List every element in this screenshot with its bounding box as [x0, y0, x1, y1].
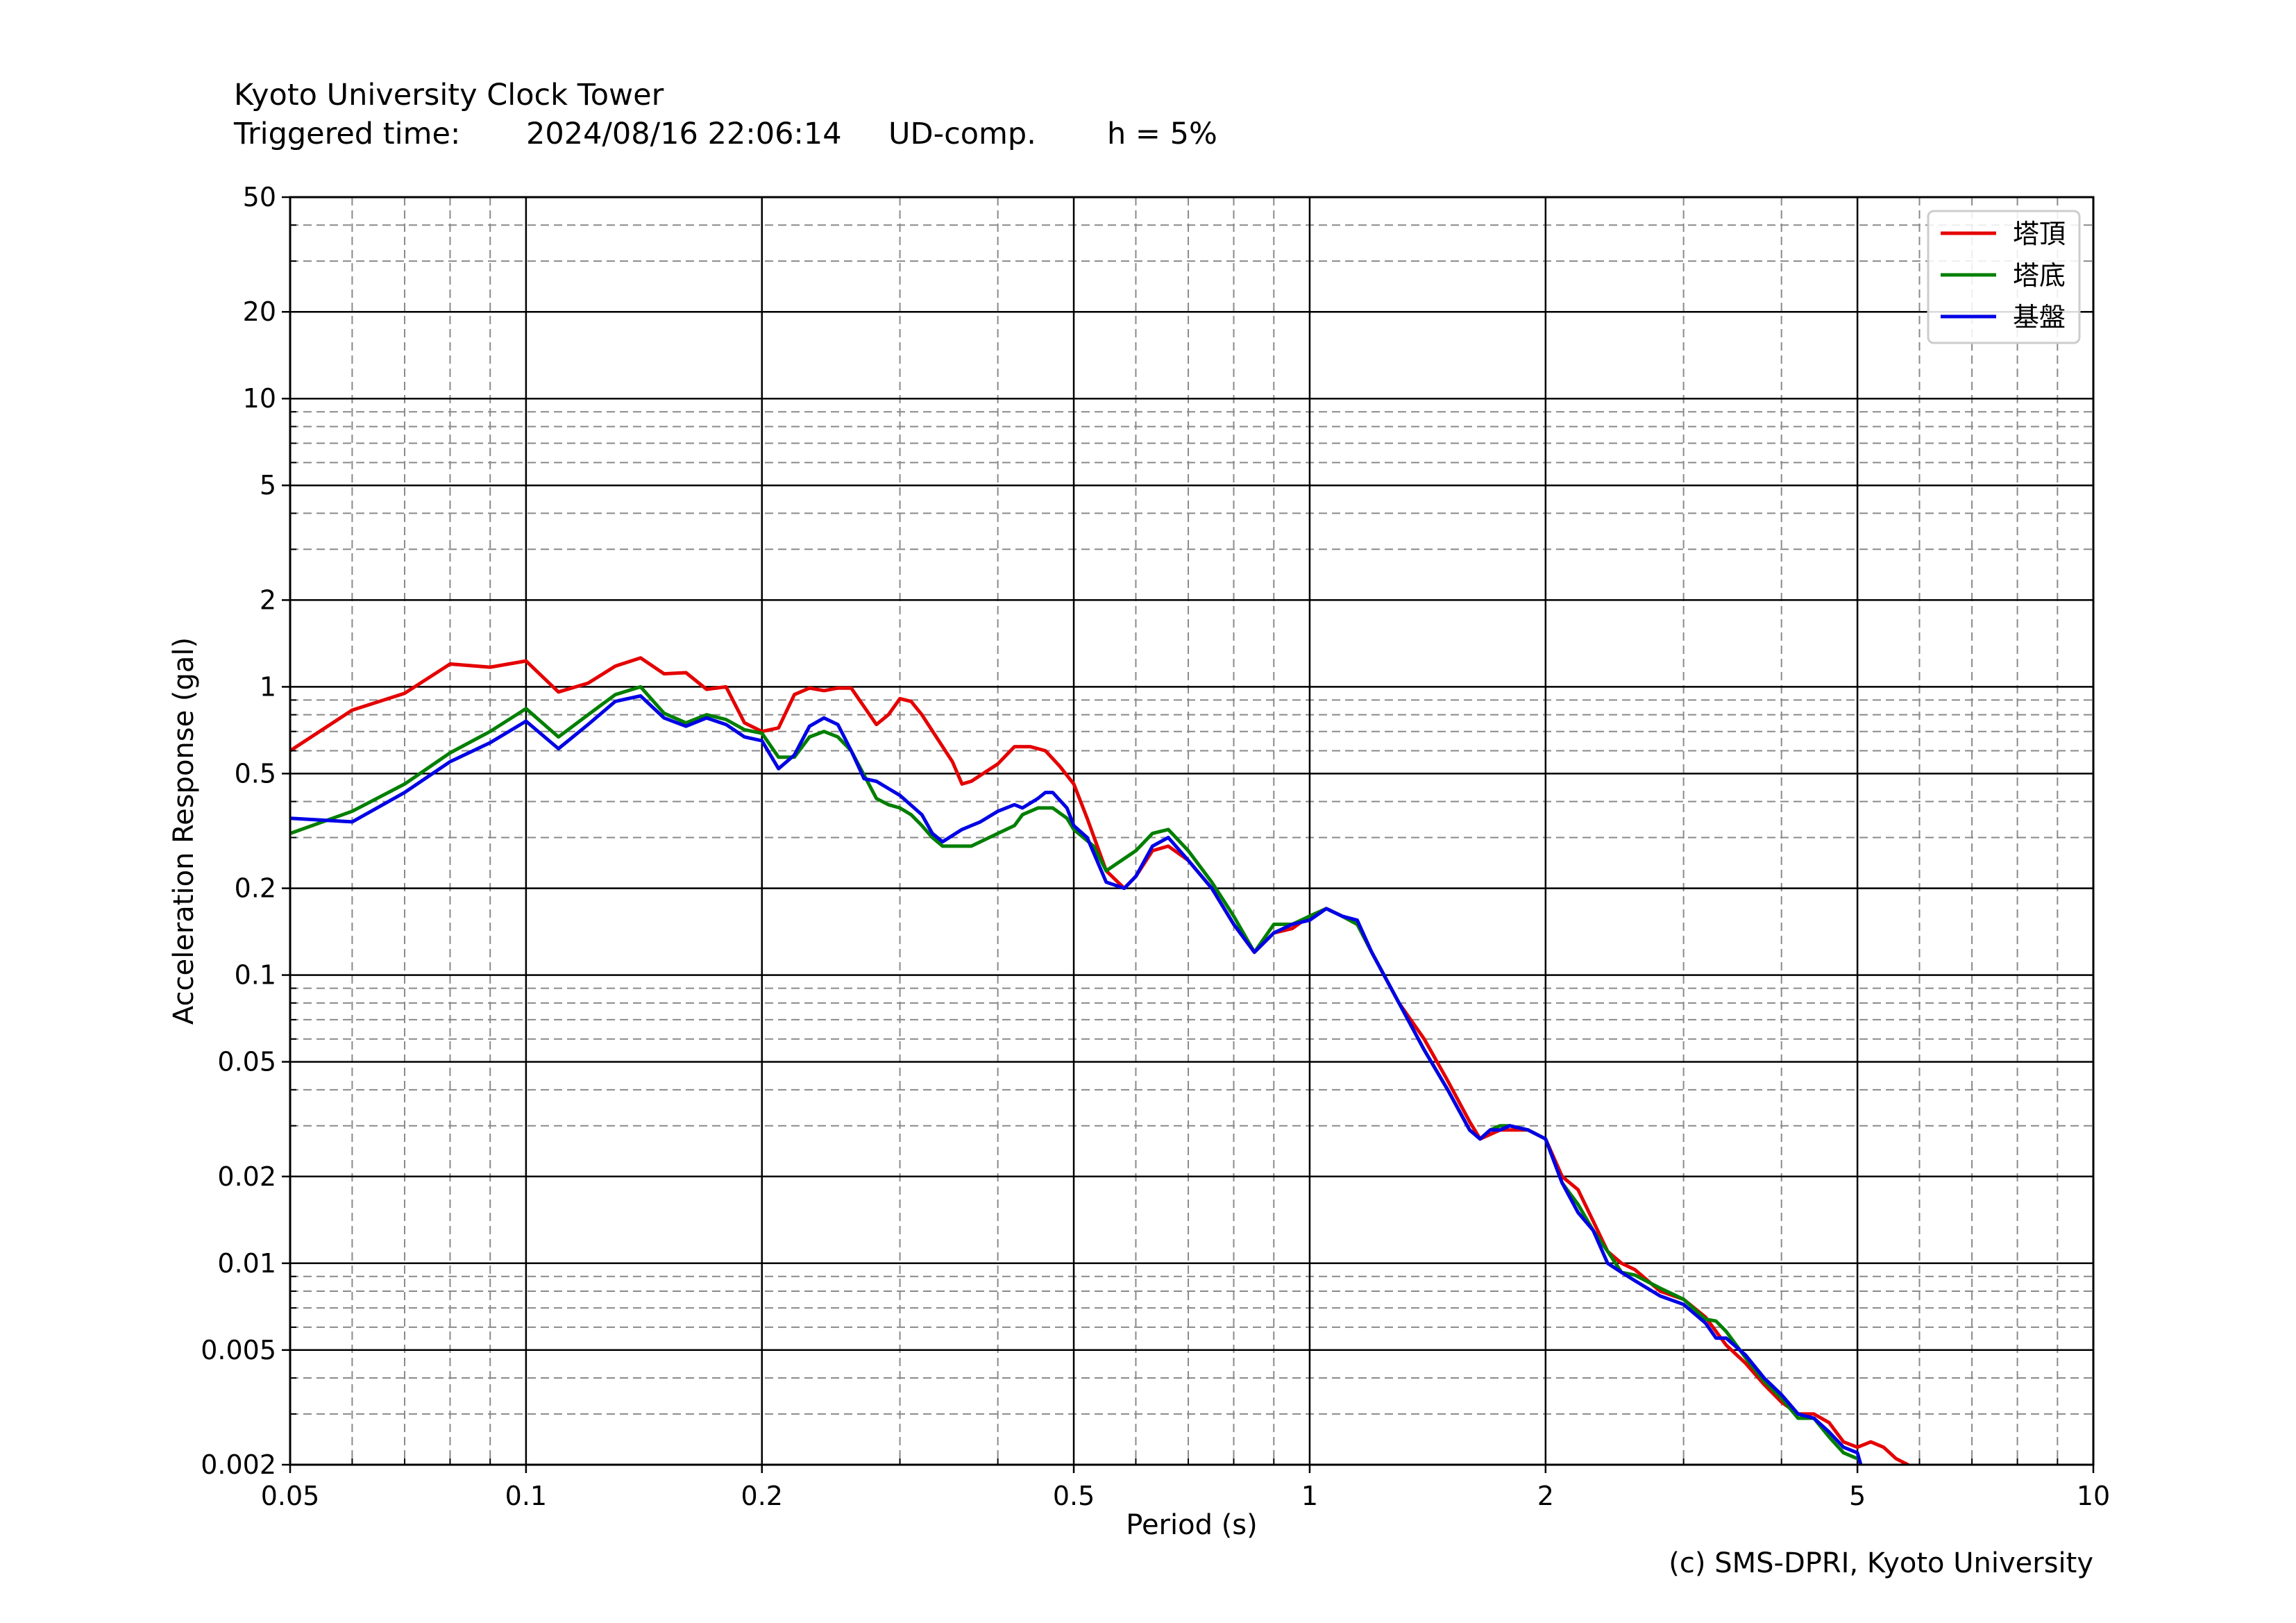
x-tick-label: 0.1	[505, 1481, 547, 1511]
x-tick-label: 2	[1537, 1481, 1554, 1511]
y-tick-label: 20	[243, 296, 276, 327]
y-tick-label: 2	[260, 585, 276, 615]
legend-label: 塔頂	[2013, 219, 2066, 249]
y-tick-label: 0.5	[235, 758, 276, 789]
major-grid	[289, 196, 2095, 1466]
series-line	[290, 694, 1863, 1465]
minor-grid	[290, 197, 2093, 1465]
y-tick-label: 0.002	[201, 1449, 276, 1480]
x-tick-label: 0.2	[741, 1481, 783, 1511]
axis-ticks	[282, 196, 2095, 1473]
series-layer	[290, 656, 1910, 1465]
damping-label: h = 5%	[1107, 117, 1217, 151]
y-tick-label: 50	[243, 182, 276, 212]
y-tick-label: 0.02	[217, 1161, 276, 1192]
x-tick-label: 0.5	[1053, 1481, 1095, 1511]
y-tick-label: 0.1	[235, 960, 276, 991]
chart-title: Kyoto University Clock Tower	[234, 78, 664, 112]
legend-label: 塔底	[2013, 260, 2066, 291]
triggered-time: 2024/08/16 22:06:14	[526, 117, 842, 151]
y-tick-labels: 0.002 0.005 0.01 0.02 0.05 0.1 0.2 0.5 1 2 5 10 20 50	[201, 182, 276, 1480]
x-tick-label: 5	[1849, 1481, 1866, 1511]
x-tick-label: 10	[2077, 1481, 2110, 1511]
y-tick-label: 1	[260, 671, 276, 702]
y-tick-label: 5	[260, 470, 276, 501]
legend-label: 基盤	[2013, 302, 2066, 333]
y-tick-label: 10	[243, 383, 276, 414]
y-tick-label: 0.05	[217, 1047, 276, 1077]
legend-box	[1927, 210, 2081, 344]
y-tick-label: 0.005	[201, 1335, 276, 1365]
copyright-credit: (c) SMS-DPRI, Kyoto University	[1669, 1547, 2093, 1579]
plot-frame	[289, 196, 2095, 1466]
x-axis-label: Period (s)	[1126, 1509, 1258, 1541]
y-axis-label: Acceleration Response (gal)	[168, 637, 200, 1025]
y-tick-label: 0.01	[217, 1248, 276, 1279]
x-tick-label: 0.05	[261, 1481, 320, 1511]
component-label: UD-comp.	[888, 117, 1036, 151]
triggered-label: Triggered time:	[234, 117, 461, 151]
x-tick-label: 1	[1301, 1481, 1318, 1511]
x-tick-labels: 0.05 0.1 0.2 0.5 1 2 5 10	[261, 1481, 2110, 1511]
y-tick-label: 0.2	[235, 873, 276, 904]
